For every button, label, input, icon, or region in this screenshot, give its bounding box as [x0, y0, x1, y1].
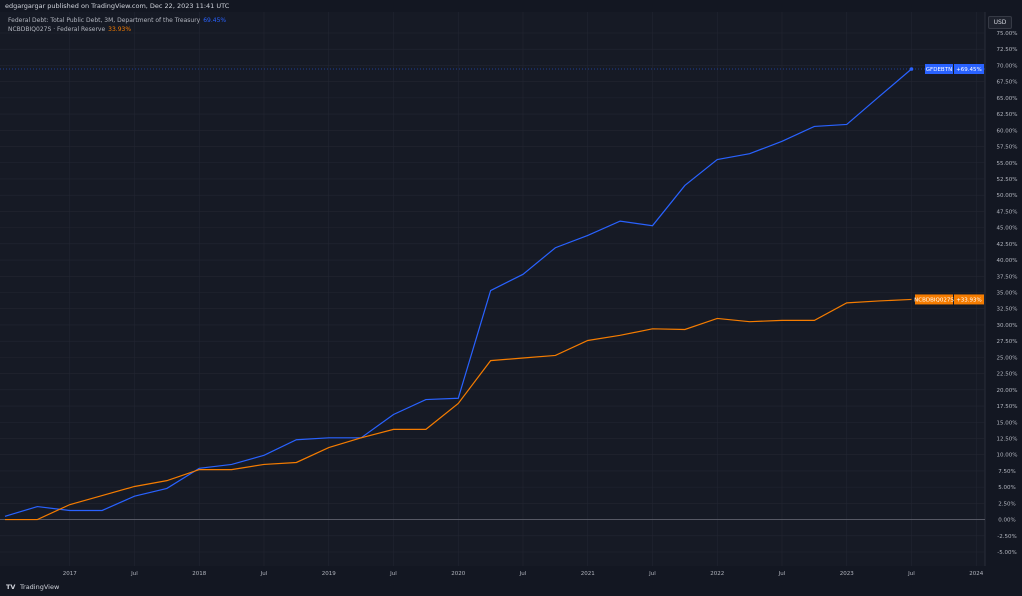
y-tick-label: 57.50%	[997, 145, 1018, 151]
y-tick-label: -2.50%	[997, 534, 1016, 540]
y-tick-label: 52.50%	[997, 177, 1018, 183]
series-value-label: +69.45%	[956, 67, 982, 73]
series-name-label: GFDEBTN	[926, 67, 952, 73]
y-tick-label: 37.50%	[997, 274, 1018, 280]
y-tick-label: 45.00%	[997, 226, 1018, 232]
y-tick-label: -5.00%	[997, 550, 1016, 556]
y-tick-label: 15.00%	[997, 420, 1018, 426]
y-tick-label: 12.50%	[997, 436, 1018, 442]
x-tick-label: 2022	[710, 571, 724, 577]
y-tick-label: 5.00%	[998, 485, 1015, 491]
legend-value: 33.93%	[108, 26, 132, 33]
y-tick-label: 65.00%	[997, 96, 1018, 102]
series-value-label-bg	[954, 294, 984, 305]
x-tick-label: Jul	[648, 571, 656, 577]
series-name-label: NCBDBIQ027S	[914, 297, 954, 303]
published-header: edgargargar published on TradingView.com…	[0, 0, 1022, 12]
y-tick-label: 30.00%	[997, 323, 1018, 329]
y-tick-label: 62.50%	[997, 112, 1018, 118]
y-tick-label: 55.00%	[997, 161, 1018, 167]
y-tick-label: 7.50%	[998, 469, 1015, 475]
y-tick-label: 0.00%	[998, 518, 1015, 524]
x-tick-label: 2018	[192, 571, 206, 577]
footer: TV TradingView	[0, 578, 1022, 596]
y-tick-label: 40.00%	[997, 258, 1018, 264]
x-tick-label: Jul	[260, 571, 268, 577]
x-tick-label: Jul	[130, 571, 138, 577]
tradingview-logo-icon: TV	[6, 583, 16, 591]
y-tick-label: 2.50%	[998, 501, 1015, 507]
series-value-label: +33.93%	[956, 297, 982, 303]
last-point-marker	[909, 67, 914, 71]
legend-item-fed[interactable]: NCBDBIQ027S · Federal Reserve 33.93%	[8, 25, 226, 34]
legend-label: Federal Debt: Total Public Debt, 3M, Dep…	[8, 17, 201, 24]
y-tick-label: 17.50%	[997, 404, 1018, 410]
x-tick-label: 2023	[840, 571, 854, 577]
legend-label: NCBDBIQ027S · Federal Reserve	[8, 26, 106, 33]
chart[interactable]: 75.00% 72.50% 70.00% 67.50% 65.00% 62.50% 60.0…	[0, 12, 1022, 578]
y-tick-label: 72.50%	[997, 47, 1018, 53]
x-tick-label: 2017	[63, 571, 77, 577]
y-tick-label: 32.50%	[997, 307, 1018, 313]
series-name-label-bg	[925, 64, 953, 75]
time-axis[interactable]	[0, 566, 985, 578]
x-tick-label: Jul	[389, 571, 397, 577]
y-tick-label: 27.50%	[997, 339, 1018, 345]
y-tick-label: 70.00%	[997, 63, 1018, 69]
x-tick-label: 2024	[969, 571, 983, 577]
x-tick-label: Jul	[907, 571, 915, 577]
y-tick-label: 25.00%	[997, 355, 1018, 361]
legend-value: 69.45%	[203, 17, 227, 24]
y-tick-label: 67.50%	[997, 80, 1018, 86]
y-tick-label: 60.00%	[997, 128, 1018, 134]
legend: Federal Debt: Total Public Debt, 3M, Dep…	[8, 16, 226, 34]
series-name-label-bg	[915, 294, 953, 305]
currency-button[interactable]: USD	[988, 16, 1012, 29]
y-tick-label: 20.00%	[997, 388, 1018, 394]
x-tick-label: 2020	[451, 571, 465, 577]
price-axis[interactable]	[985, 12, 1022, 578]
legend-item-debt[interactable]: Federal Debt: Total Public Debt, 3M, Dep…	[8, 16, 226, 25]
y-tick-label: 50.00%	[997, 193, 1018, 199]
x-tick-label: 2019	[322, 571, 336, 577]
x-tick-label: 2021	[581, 571, 595, 577]
y-tick-label: 42.50%	[997, 242, 1018, 248]
x-tick-label: Jul	[519, 571, 527, 577]
brand-name: TradingView	[20, 583, 60, 591]
y-tick-label: 22.50%	[997, 372, 1018, 378]
x-tick-label: Jul	[778, 571, 786, 577]
y-tick-label: 35.00%	[997, 291, 1018, 297]
y-tick-label: 75.00%	[997, 31, 1018, 37]
y-tick-label: 47.50%	[997, 209, 1018, 215]
y-tick-label: 10.00%	[997, 453, 1018, 459]
series-value-label-bg	[954, 64, 984, 75]
